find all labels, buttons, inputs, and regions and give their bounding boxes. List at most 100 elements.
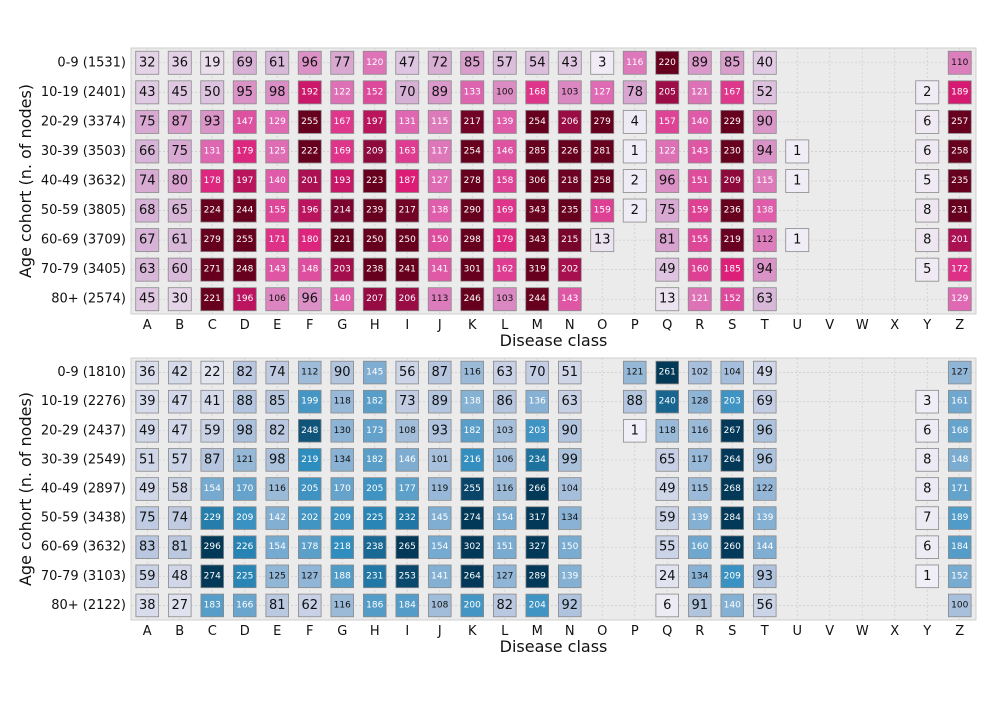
heatmap-cell (330, 419, 355, 443)
heatmap-cell (947, 360, 972, 385)
cell-value-label: 221 (334, 235, 351, 245)
cell-value-label: 244 (529, 294, 546, 304)
heatmap-cell (135, 169, 160, 193)
cell-value-label: 265 (399, 542, 416, 552)
x-tick-label: H (370, 624, 380, 639)
heatmap-cell (135, 419, 160, 443)
cell-value-label: 284 (724, 513, 741, 523)
cell-value-label: 167 (334, 117, 351, 127)
heatmap-cell (297, 535, 322, 559)
x-tick-label: E (273, 318, 281, 333)
cell-value-label: 281 (594, 146, 611, 156)
cell-value-label: 162 (496, 265, 513, 275)
cell-value-label: 99 (561, 452, 578, 467)
cell-value-label: 70 (399, 85, 416, 100)
cell-value-label: 255 (464, 484, 481, 494)
y-tick-label: 50-59 (3805) (41, 203, 126, 218)
heatmap-cell (200, 257, 225, 282)
heatmap-cell (557, 109, 582, 134)
x-axis-title: Disease class (500, 331, 608, 350)
heatmap-cell (655, 109, 680, 134)
cell-value-label: 36 (171, 55, 188, 70)
cell-value-label: 119 (431, 484, 448, 494)
heatmap-cell (915, 564, 940, 589)
heatmap-cell (752, 477, 777, 501)
cell-value-label: 193 (334, 176, 351, 186)
cell-value-label: 209 (334, 513, 351, 523)
cell-value-label: 104 (561, 484, 578, 494)
heatmap-cell (557, 257, 582, 282)
cell-value-label: 56 (399, 365, 416, 380)
heatmap-cell (915, 109, 940, 134)
cell-value-label: 289 (529, 571, 546, 581)
cell-value-label: 168 (951, 426, 968, 436)
heatmap-cell (427, 506, 452, 530)
heatmap-cell (947, 419, 972, 443)
heatmap-cell (395, 535, 420, 559)
heatmap-cell (200, 593, 225, 618)
x-tick-label: Q (662, 318, 672, 333)
cell-value-label: 246 (464, 294, 481, 304)
heatmap-cell (525, 564, 550, 589)
heatmap-cell (752, 593, 777, 618)
heatmap-cell (265, 80, 290, 105)
cell-value-label: 209 (724, 176, 741, 186)
heatmap-cell (687, 287, 712, 312)
heatmap-cell (720, 228, 745, 253)
cell-value-label: 58 (171, 482, 188, 497)
cell-value-label: 231 (951, 206, 968, 216)
heatmap-cell (947, 535, 972, 559)
cell-value-label: 343 (529, 235, 546, 245)
cell-value-label: 327 (529, 542, 546, 552)
cell-value-label: 255 (301, 117, 318, 127)
cell-value-label: 51 (139, 452, 156, 467)
heatmap-cell (687, 257, 712, 282)
cell-value-label: 209 (724, 571, 741, 581)
cell-value-label: 81 (171, 540, 188, 555)
cell-value-label: 60 (171, 262, 188, 277)
cell-value-label: 152 (366, 87, 383, 97)
x-tick-label: C (208, 318, 217, 333)
cell-value-label: 151 (496, 542, 513, 552)
cell-value-label: 232 (399, 513, 416, 523)
y-tick-label: 10-19 (2276) (41, 394, 126, 409)
cell-value-label: 8 (923, 482, 931, 497)
cell-value-label: 171 (269, 235, 286, 245)
cell-value-label: 127 (594, 87, 611, 97)
cell-value-label: 186 (366, 600, 383, 610)
heatmap-cell (622, 169, 647, 193)
x-tick-label: C (208, 624, 217, 639)
heatmap-cell (362, 564, 387, 589)
cell-value-label: 40 (756, 55, 773, 70)
heatmap-cell (655, 228, 680, 253)
heatmap-cell (947, 139, 972, 164)
x-tick-label: E (273, 624, 281, 639)
heatmap-cell (427, 419, 452, 443)
cell-value-label: 159 (594, 206, 611, 216)
heatmap-cell (752, 564, 777, 589)
cell-value-label: 183 (204, 600, 221, 610)
cell-value-label: 140 (724, 600, 741, 610)
cell-value-label: 240 (659, 397, 676, 407)
heatmap-cell (265, 50, 290, 75)
heatmap-cell (460, 80, 485, 105)
cell-value-label: 93 (431, 423, 448, 438)
heatmap-cell (395, 198, 420, 223)
heatmap-cell (297, 228, 322, 253)
cell-value-label: 47 (171, 394, 188, 409)
cell-value-label: 203 (529, 426, 546, 436)
cell-value-label: 68 (139, 203, 156, 218)
heatmap-cell (720, 389, 745, 414)
cell-value-label: 125 (269, 146, 286, 156)
heatmap-cell (915, 448, 940, 472)
cell-value-label: 258 (594, 176, 611, 186)
y-tick-label: 60-69 (3709) (41, 233, 126, 248)
cell-value-label: 1 (631, 144, 639, 159)
cell-value-label: 178 (204, 176, 221, 186)
cell-value-label: 24 (659, 569, 676, 584)
cell-value-label: 27 (171, 598, 188, 613)
heatmap-cell (752, 169, 777, 193)
cell-value-label: 106 (269, 294, 286, 304)
cell-value-label: 49 (659, 262, 676, 277)
heatmap-cell (752, 287, 777, 312)
